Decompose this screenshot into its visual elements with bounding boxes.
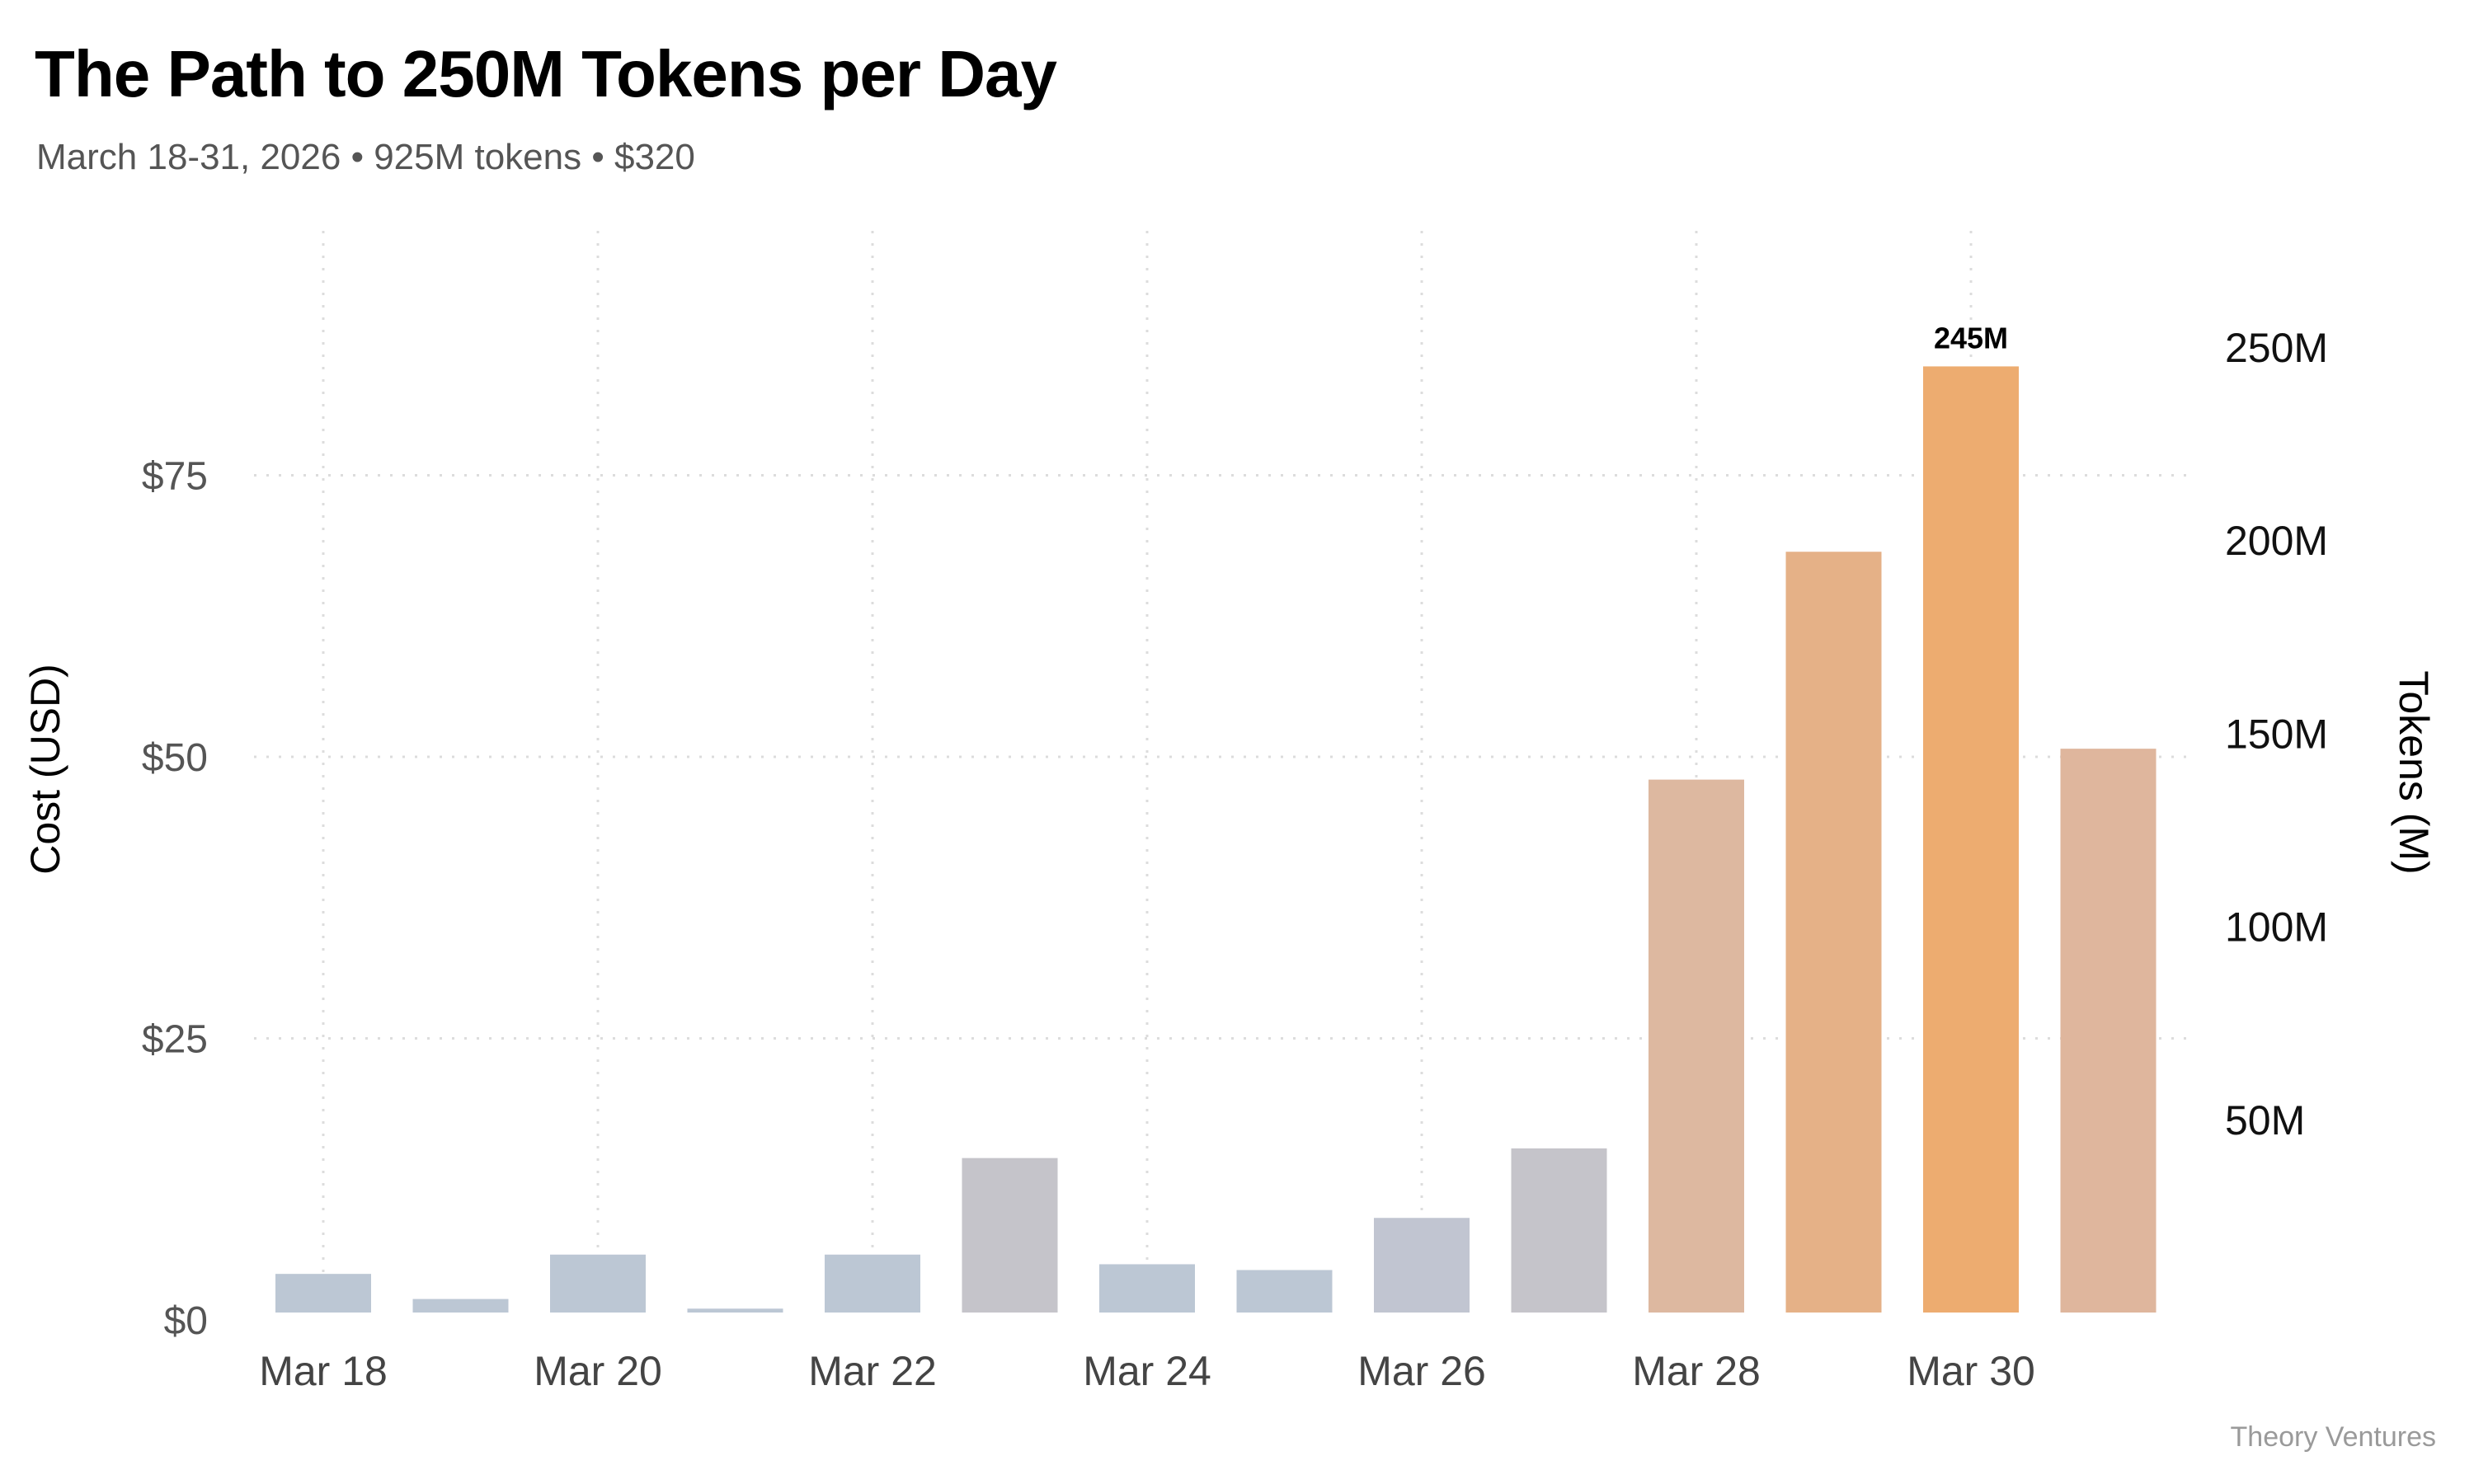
x-tick-label: Mar 22 [808,1348,937,1394]
x-tick-label: Mar 24 [1083,1348,1211,1394]
y-left-tick-label: $0 [164,1299,208,1343]
bar [1923,366,2019,1313]
chart-subtitle: March 18-31, 2026 • 925M tokens • $320 [36,137,695,177]
bar [1649,779,1744,1313]
bar [1785,552,1882,1313]
bar [1511,1148,1607,1313]
y-right-tick-label: 50M [2225,1097,2305,1144]
bar [687,1308,783,1313]
x-tick-label: Mar 20 [534,1348,662,1394]
x-tick-label: Mar 30 [1907,1348,2035,1394]
footer-credit: Theory Ventures [2230,1421,2436,1453]
y-right-tick-label: 150M [2225,711,2328,757]
bar [1374,1218,1470,1313]
y-left-axis-title: Cost (USD) [22,664,68,875]
bar [1099,1264,1195,1313]
x-tick-label: Mar 26 [1357,1348,1486,1394]
data-label: 245M [1934,321,2008,355]
bar [2060,749,2157,1313]
x-tick-label: Mar 28 [1632,1348,1761,1394]
y-left-tick-label: $25 [142,1018,208,1062]
y-right-tick-label: 250M [2225,325,2328,371]
y-right-axis-title: Tokens (M) [2391,670,2437,874]
y-right-tick-label: 200M [2225,518,2328,564]
y-left-tick-label: $50 [142,736,208,780]
y-left-tick-label: $75 [142,455,208,499]
y-right-tick-label: 100M [2225,904,2328,951]
bar [550,1254,646,1313]
chart-title: The Path to 250M Tokens per Day [35,37,1057,110]
bar [962,1158,1058,1313]
bar [825,1254,920,1313]
bar [412,1298,509,1313]
bar [1236,1270,1333,1313]
x-tick-label: Mar 18 [259,1348,388,1394]
bar [275,1274,371,1313]
